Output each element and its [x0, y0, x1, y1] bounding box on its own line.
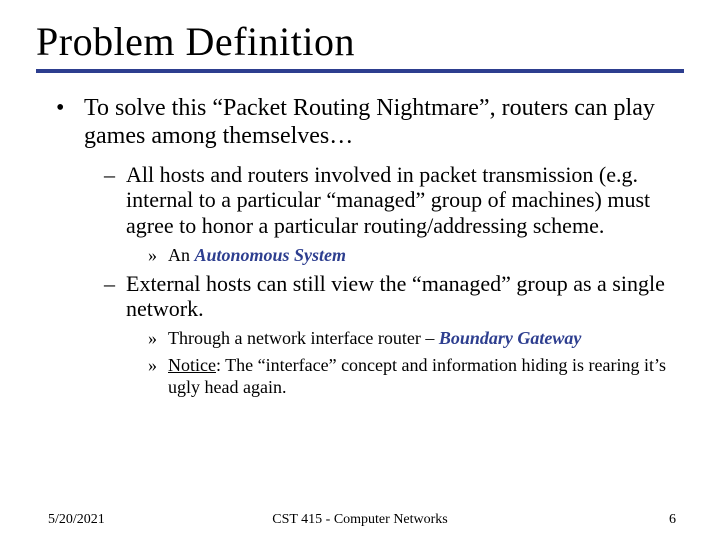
bullet-text: To solve this “Packet Routing Nightmare”… [84, 95, 684, 150]
slide-body: • To solve this “Packet Routing Nightmar… [36, 95, 684, 399]
bullet-level3: » Notice: The “interface” concept and in… [148, 354, 684, 399]
slide: Problem Definition • To solve this “Pack… [0, 0, 720, 540]
chevron-icon: » [148, 244, 168, 267]
bullet-text: Notice: The “interface” concept and info… [168, 354, 684, 399]
footer-course: CST 415 - Computer Networks [0, 512, 720, 528]
text-rest: : The “interface” concept and informatio… [168, 355, 666, 398]
underlined-term: Notice [168, 355, 216, 375]
emphasis-term: Boundary Gateway [439, 328, 582, 348]
bullet-level3: » An Autonomous System [148, 244, 346, 267]
bullet-text: All hosts and routers involved in packet… [126, 162, 684, 238]
bullet-text: Through a network interface router – Bou… [168, 327, 581, 350]
bullet-text: External hosts can still view the “manag… [126, 271, 684, 322]
bullet-level2: – External hosts can still view the “man… [104, 271, 684, 322]
bullet-level1: • To solve this “Packet Routing Nightmar… [56, 95, 684, 150]
chevron-icon: » [148, 327, 168, 350]
title-underline-rule [36, 69, 684, 73]
bullet-level2: – All hosts and routers involved in pack… [104, 162, 684, 238]
bullet-text: An Autonomous System [168, 244, 346, 267]
text-prefix: An [168, 245, 195, 265]
chevron-icon: » [148, 354, 168, 399]
slide-title: Problem Definition [36, 18, 684, 65]
bullet-level3: » Through a network interface router – B… [148, 327, 581, 350]
text-prefix: Through a network interface router – [168, 328, 439, 348]
bullet-dot-icon: • [56, 95, 84, 150]
dash-icon: – [104, 162, 126, 238]
dash-icon: – [104, 271, 126, 322]
emphasis-term: Autonomous System [195, 245, 347, 265]
slide-footer: 5/20/2021 CST 415 - Computer Networks 6 [0, 512, 720, 528]
